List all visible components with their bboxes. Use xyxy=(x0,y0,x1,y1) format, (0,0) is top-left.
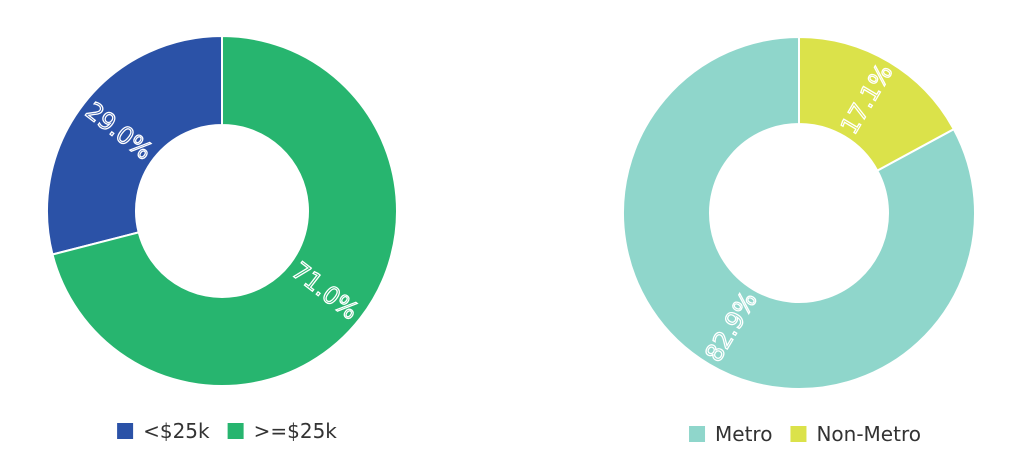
metro-donut-chart: 82.9%17.1% xyxy=(622,35,976,390)
legend-label-0-0: <$25k xyxy=(143,419,210,443)
donut-slice-1-0 xyxy=(622,35,976,390)
metro-legend: Metro Non-Metro xyxy=(689,422,921,446)
donut-slice-0-0 xyxy=(46,34,223,256)
legend-swatch-0-0 xyxy=(117,423,134,439)
legend-swatch-0-1 xyxy=(227,423,244,439)
income-donut-chart: 29.0%71.0% xyxy=(46,34,398,387)
legend-label-1-0: Metro xyxy=(715,422,772,446)
donut-slice-0-1 xyxy=(51,34,398,387)
legend-swatch-1-0 xyxy=(689,426,706,442)
income-legend: <$25k >=$25k xyxy=(117,419,337,443)
legend-label-0-1: >=$25k xyxy=(254,419,338,443)
donut-slice-1-1 xyxy=(798,35,956,172)
legend-label-1-1: Non-Metro xyxy=(816,422,921,446)
legend-swatch-1-1 xyxy=(790,426,807,442)
